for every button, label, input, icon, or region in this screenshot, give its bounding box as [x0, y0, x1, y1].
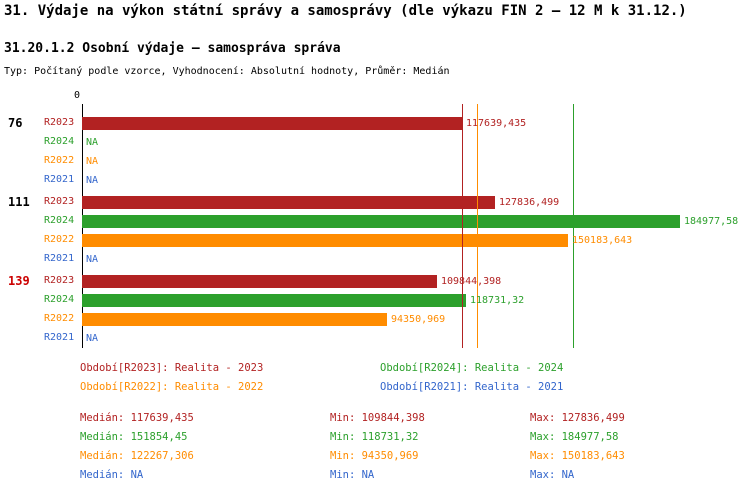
series-label: R2023: [44, 117, 75, 128]
bar-value-label: 184977,58: [684, 216, 739, 227]
group-label: 76: [8, 116, 23, 130]
group-label: 111: [8, 195, 30, 209]
stat-min-r2022: Min: 94350,969: [330, 450, 419, 462]
stat-max-r2024: Max: 184977,58: [530, 431, 619, 443]
stat-max-r2023: Max: 127836,499: [530, 412, 625, 424]
stat-median-r2022: Medián: 122267,306: [80, 450, 194, 462]
series-label: R2024: [44, 136, 75, 147]
median-line-r2024: [573, 104, 574, 348]
series-label: R2021: [44, 332, 75, 343]
legend: Období[R2023]: Realita - 2023 Období[R20…: [80, 362, 720, 393]
stat-median-r2023: Medián: 117639,435: [80, 412, 194, 424]
bar: [82, 117, 462, 130]
bar: [82, 294, 466, 307]
group-label: 139: [8, 274, 30, 288]
bar: [82, 196, 495, 209]
series-label: R2021: [44, 174, 75, 185]
series-label: R2023: [44, 275, 75, 286]
stat-min-r2023: Min: 109844,398: [330, 412, 425, 424]
legend-item-r2022: Období[R2022]: Realita - 2022: [80, 381, 264, 393]
stat-median-r2021: Medián: NA: [80, 469, 144, 481]
bar-na-label: NA: [86, 137, 99, 148]
stat-max-r2022: Max: 150183,643: [530, 450, 625, 462]
legend-item-r2024: Období[R2024]: Realita - 2024: [380, 362, 564, 374]
series-label: R2024: [44, 215, 75, 226]
series-label: R2022: [44, 155, 75, 166]
legend-item-r2021: Období[R2021]: Realita - 2021: [380, 381, 564, 393]
bar-value-label: 127836,499: [499, 197, 560, 208]
bar-value-label: 150183,643: [572, 235, 633, 246]
bar-value-label: 118731,32: [470, 295, 525, 306]
legend-item-r2023: Období[R2023]: Realita - 2023: [80, 362, 264, 374]
series-label: R2022: [44, 313, 75, 324]
series-label: R2021: [44, 253, 75, 264]
bar-na-label: NA: [86, 156, 99, 167]
bar-na-label: NA: [86, 175, 99, 186]
series-label: R2024: [44, 294, 75, 305]
bar-value-label: 94350,969: [391, 314, 446, 325]
stat-median-r2024: Medián: 151854,45: [80, 431, 188, 443]
stats-table: Medián: 117639,435 Min: 109844,398 Max: …: [80, 412, 740, 481]
bar: [82, 275, 437, 288]
bar-value-label: 109844,398: [441, 276, 502, 287]
series-label: R2022: [44, 234, 75, 245]
bar-chart: 0 76 R2023 117639,435 R2024 NA R2022 NA R2021 NA 1…: [0, 90, 750, 356]
section-title: 31.20.1.2 Osobní výdaje – samospráva spr…: [4, 41, 341, 56]
series-label: R2023: [44, 196, 75, 207]
bar: [82, 313, 387, 326]
bar: [82, 215, 680, 228]
stat-min-r2024: Min: 118731,32: [330, 431, 419, 443]
axis-zero-label: 0: [73, 90, 80, 101]
stat-min-r2021: Min: NA: [330, 469, 375, 481]
stat-max-r2021: Max: NA: [530, 469, 575, 481]
bar-na-label: NA: [86, 333, 99, 344]
bar: [82, 234, 568, 247]
bar-na-label: NA: [86, 254, 99, 265]
report-title: 31. Výdaje na výkon státní správy a samo…: [4, 3, 687, 19]
bar-value-label: 117639,435: [466, 118, 527, 129]
median-line-r2022: [477, 104, 478, 348]
meta-line: Typ: Počítaný podle vzorce, Vyhodnocení:…: [4, 66, 450, 77]
median-line-r2023: [462, 104, 463, 348]
